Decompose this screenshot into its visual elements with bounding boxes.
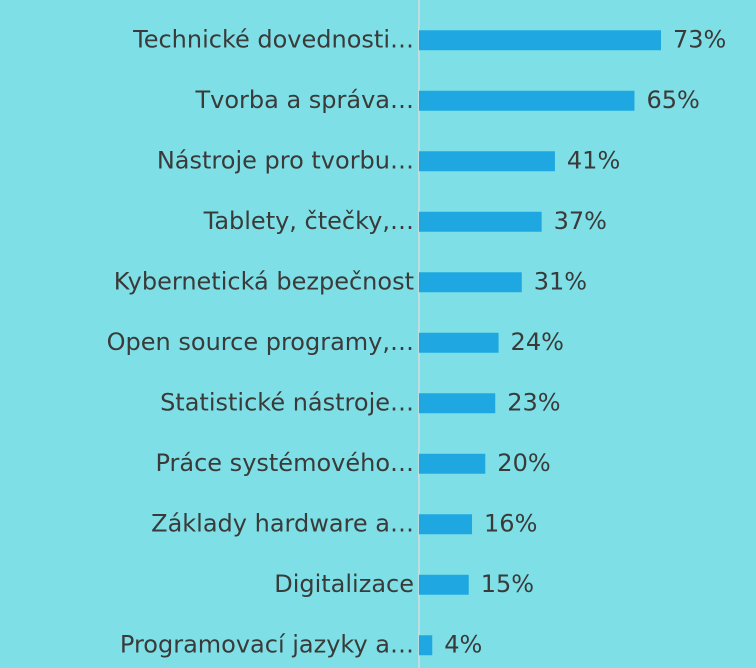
bar bbox=[419, 635, 433, 656]
bar bbox=[419, 453, 486, 474]
value-label: 37% bbox=[554, 207, 607, 235]
category-label: Open source programy,… bbox=[107, 328, 414, 356]
value-label: 4% bbox=[444, 630, 482, 658]
value-label: 24% bbox=[511, 328, 564, 356]
category-label: Technické dovednosti… bbox=[132, 25, 414, 53]
category-label: Statistické nástroje… bbox=[160, 388, 414, 416]
value-label: 41% bbox=[567, 146, 620, 174]
category-label: Základy hardware a… bbox=[151, 509, 414, 537]
value-label: 20% bbox=[497, 449, 550, 477]
bar bbox=[419, 90, 635, 111]
category-label: Nástroje pro tvorbu… bbox=[157, 146, 414, 174]
value-label: 16% bbox=[484, 509, 537, 537]
bar bbox=[419, 393, 496, 414]
value-label: 73% bbox=[673, 25, 726, 53]
category-label: Tablety, čtečky,… bbox=[203, 207, 414, 235]
value-label: 31% bbox=[534, 267, 587, 295]
category-label: Programovací jazyky a… bbox=[120, 630, 414, 658]
bar bbox=[419, 151, 555, 172]
bar bbox=[419, 332, 499, 353]
bar bbox=[419, 574, 469, 595]
value-label: 23% bbox=[507, 388, 560, 416]
value-label: 15% bbox=[481, 570, 534, 598]
value-label: 65% bbox=[646, 86, 699, 114]
bar bbox=[419, 272, 522, 293]
category-label: Práce systémového… bbox=[155, 449, 414, 477]
bar bbox=[419, 211, 542, 232]
bar bbox=[419, 30, 661, 51]
bar bbox=[419, 514, 473, 535]
category-label: Tvorba a správa… bbox=[194, 86, 414, 114]
category-label: Digitalizace bbox=[274, 570, 414, 598]
category-label: Kybernetická bezpečnost bbox=[114, 267, 414, 295]
